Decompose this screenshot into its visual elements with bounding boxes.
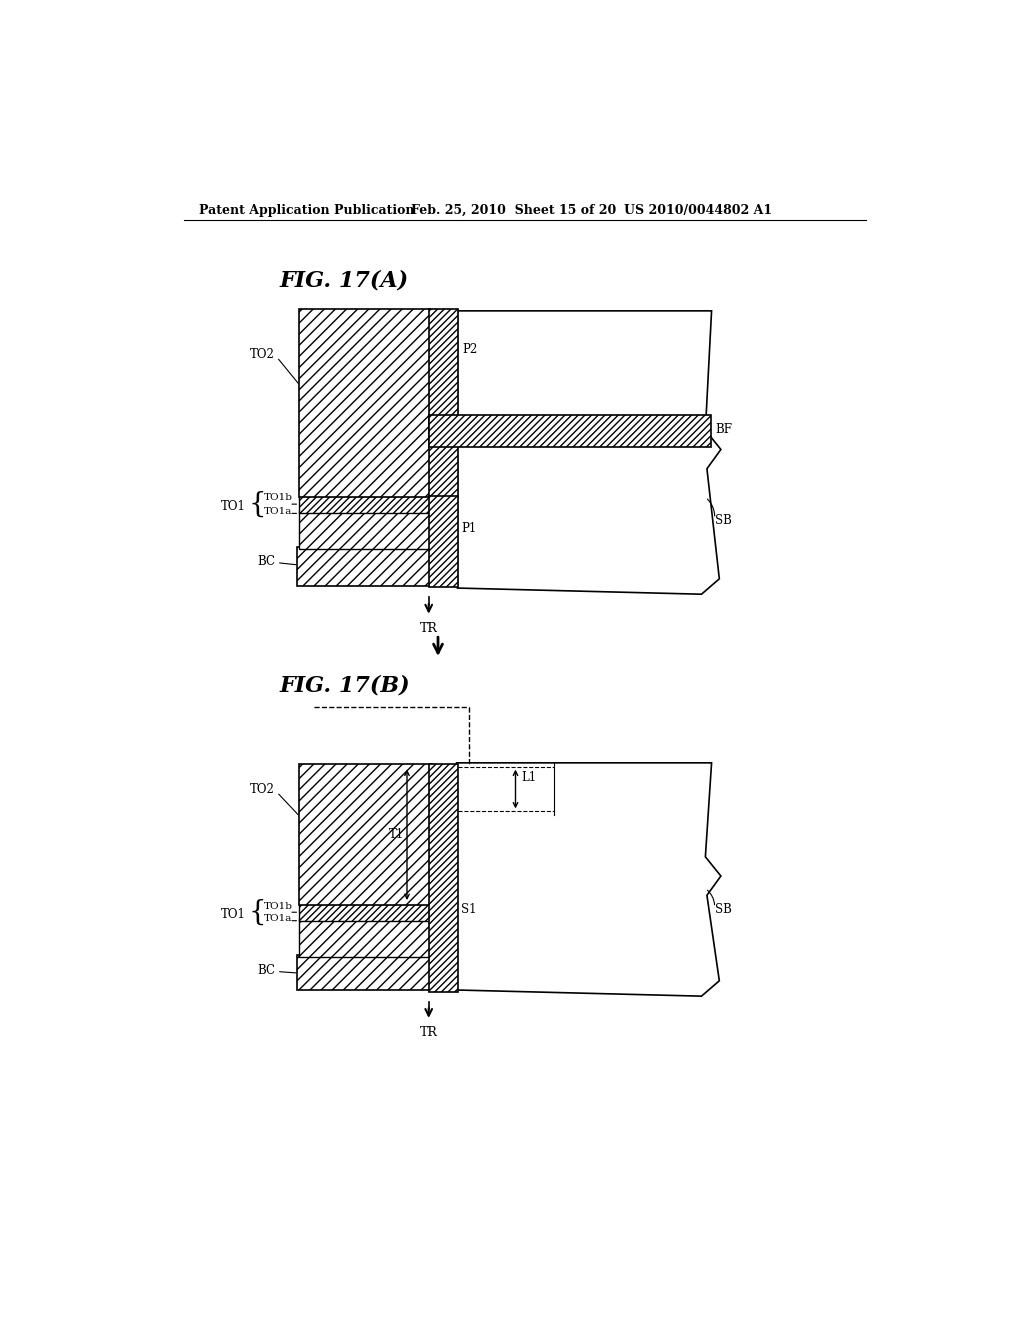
Text: FIG. 17(B): FIG. 17(B): [280, 675, 410, 697]
Text: BC: BC: [257, 556, 275, 569]
Polygon shape: [429, 414, 711, 447]
Polygon shape: [297, 956, 455, 990]
Polygon shape: [458, 312, 721, 594]
Text: TO1b: TO1b: [263, 902, 293, 911]
Text: TO2: TO2: [251, 783, 275, 796]
Text: SB: SB: [716, 903, 732, 916]
Text: TO2: TO2: [251, 348, 275, 362]
Text: TO1: TO1: [221, 500, 246, 513]
Text: FIG. 17(A): FIG. 17(A): [280, 269, 409, 292]
Polygon shape: [299, 904, 455, 921]
Text: TO1: TO1: [221, 908, 246, 921]
Polygon shape: [299, 496, 454, 512]
Polygon shape: [299, 764, 432, 906]
Text: T1: T1: [389, 828, 403, 841]
Polygon shape: [297, 548, 454, 586]
Text: SB: SB: [716, 513, 732, 527]
Polygon shape: [429, 309, 458, 498]
Text: Patent Application Publication: Patent Application Publication: [200, 205, 415, 218]
Text: P1: P1: [461, 521, 476, 535]
Text: BC: BC: [257, 964, 275, 977]
Polygon shape: [457, 763, 721, 997]
Text: TO1a: TO1a: [263, 507, 292, 516]
Text: P2: P2: [463, 343, 478, 356]
Polygon shape: [299, 511, 454, 549]
Text: S1: S1: [461, 903, 477, 916]
Text: TO1a: TO1a: [263, 913, 292, 923]
Text: US 2010/0044802 A1: US 2010/0044802 A1: [624, 205, 772, 218]
Polygon shape: [429, 496, 458, 587]
Text: Feb. 25, 2010  Sheet 15 of 20: Feb. 25, 2010 Sheet 15 of 20: [411, 205, 616, 218]
Polygon shape: [299, 309, 430, 498]
Text: L1: L1: [521, 771, 537, 784]
Text: TR: TR: [420, 622, 437, 635]
Polygon shape: [429, 764, 458, 991]
Text: {: {: [249, 899, 266, 925]
Text: TO1b: TO1b: [263, 494, 293, 503]
Polygon shape: [299, 919, 455, 957]
Text: BF: BF: [716, 422, 732, 436]
Text: TR: TR: [420, 1026, 437, 1039]
Text: {: {: [249, 491, 266, 517]
